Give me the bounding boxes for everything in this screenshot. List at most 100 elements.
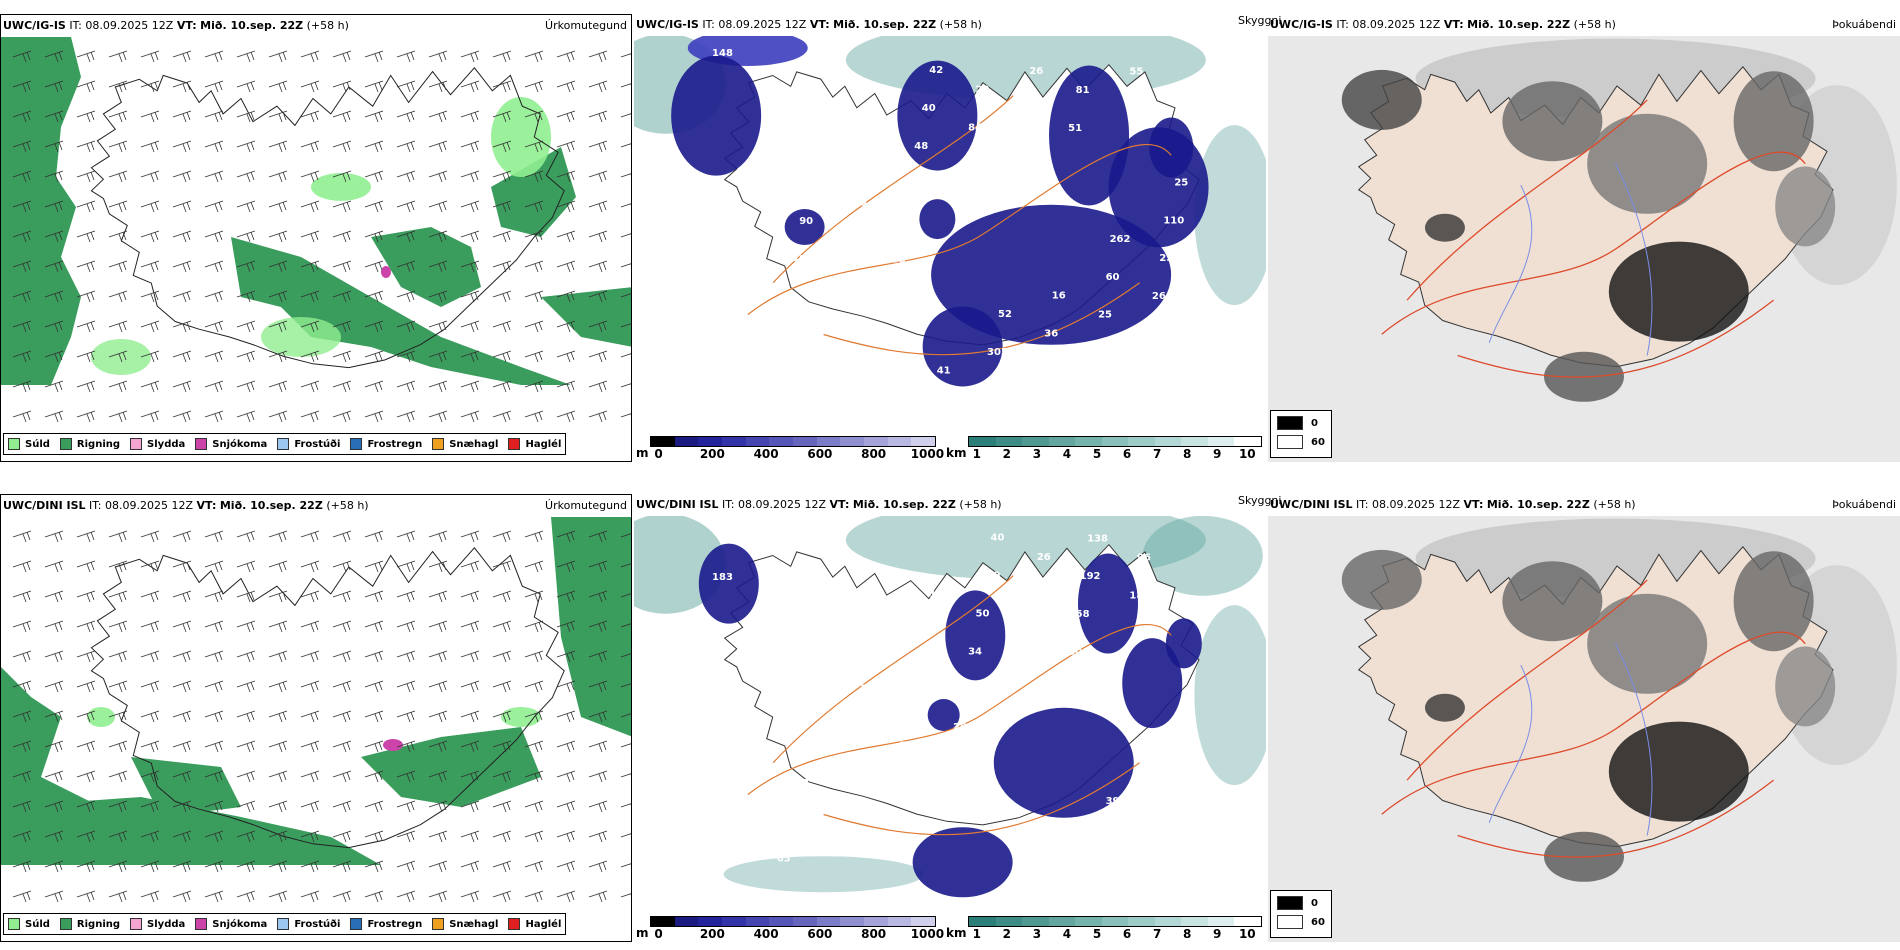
legend-swatch [432, 918, 445, 930]
road-network [747, 575, 1172, 836]
cloud-map: 183 78 60 63 28 18 60 73 69 57 58 68 75 96 128 95 145 221… [634, 516, 1266, 914]
legend-label: 0 [1311, 417, 1318, 429]
cloud-base-value: 26 [1029, 66, 1043, 77]
colorbar-tick: 3 [1032, 447, 1042, 461]
legend-swatch [508, 438, 521, 450]
visibility-top-label: Skyggni [1238, 494, 1282, 507]
cloud-base-value: 42 [953, 198, 967, 209]
panel-header: UWC/DINI ISL IT: 08.09.2025 12Z VT: Mið.… [1268, 494, 1900, 516]
fog-index-area [1587, 593, 1708, 694]
legend-label: Slydda [147, 438, 186, 450]
colorbar-step [722, 917, 746, 926]
cloud-base-value: 305 [987, 347, 1008, 358]
colorbar-step [1154, 917, 1182, 926]
drizzle-area [501, 707, 541, 727]
colorbar-step [1048, 917, 1076, 926]
colorbar-tick: 5 [1092, 447, 1102, 461]
colorbar-tick: 400 [753, 447, 779, 461]
fog-legend-row: 0 [1271, 411, 1331, 430]
visibility-unit: km [946, 926, 967, 940]
cloud-base-value: 68 [892, 255, 906, 266]
precip-legend: Súld Rigning Slydda Snjókoma Frostúði Frostre… [3, 913, 567, 935]
cloud-base-value: 93 [914, 665, 928, 676]
cloud-base-value: 60 [1068, 647, 1082, 658]
legend-swatch [59, 918, 72, 930]
model-name: UWC/DINI ISL [636, 498, 719, 511]
cloud-base-value: 145 [727, 834, 748, 845]
colorbar-step [674, 437, 699, 446]
colorbar-step [698, 917, 723, 926]
panel-title: Úrkomutegund [545, 499, 627, 512]
legend-swatch [130, 918, 143, 930]
cloud-base-value: 16 [1052, 290, 1066, 301]
it-label: IT: [1356, 498, 1369, 511]
fog-legend-row: 60 [1271, 430, 1331, 449]
colorbar-tick: 8 [1183, 927, 1192, 941]
fog-map-svg [1268, 516, 1900, 942]
panel-title: Þokuábendi [1832, 498, 1896, 511]
cloud-base-value: 48 [914, 141, 928, 152]
cloud-base-value: 73 [1014, 666, 1028, 677]
colorbar-step [816, 437, 841, 446]
model-name: UWC/IG-IS [636, 18, 699, 31]
fog-index-area [1608, 241, 1749, 342]
cloud-base-value: 39 [1137, 367, 1151, 378]
legend-label: Slydda [147, 918, 186, 930]
colorbar-step [1022, 917, 1049, 926]
fog-legend-row: 0 [1271, 891, 1331, 910]
cloud-base-value: 27 [1083, 386, 1097, 397]
colorbar-tick: 0 [654, 927, 663, 941]
legend-swatch [277, 438, 290, 450]
colorbar-tick: 200 [699, 927, 725, 941]
colorbar-tick: 600 [807, 447, 833, 461]
colorbar-step [969, 437, 996, 446]
cloud-map-svg: 148 68 51 64 42 55 47 71 64 54 81 36 62 39 43 40 43 55 27 4… [634, 36, 1266, 397]
cloud-base-value: 53 [1144, 329, 1158, 340]
cloud-base-value: 23 [983, 385, 997, 396]
colorbar-step [887, 917, 912, 926]
cloud-base-value: 183 [712, 572, 733, 583]
low-visibility-area [1194, 605, 1266, 786]
model-name: UWC/DINI ISL [1270, 498, 1353, 511]
it-label: IT: [69, 19, 82, 32]
cloud-base-area [922, 306, 1003, 387]
colorbar-step [1181, 437, 1208, 446]
colorbar-step [911, 437, 936, 446]
cloud-base-value: 47 [1029, 590, 1043, 601]
legend-label: Súld [25, 438, 50, 450]
colorbar-step [1234, 437, 1262, 446]
rain-area [131, 757, 241, 817]
cloud-base-area [912, 827, 1013, 898]
colorbar-tick: 1 [972, 447, 981, 461]
cloud-base-value: 40 [991, 533, 1005, 544]
cloud-base-value: 58 [1098, 834, 1112, 845]
cloud-base-area [698, 543, 759, 624]
cloud-base-value: 87 [753, 721, 767, 732]
vt-value: Mið. 10.sep. 22Z [833, 18, 937, 31]
legend-swatch [1277, 915, 1303, 929]
vt-label: VT: [809, 18, 830, 31]
cloud-base-value: 64 [777, 330, 791, 341]
colorbar-step [840, 917, 865, 926]
colorbar-tick: 10 [1238, 927, 1256, 941]
colorbar-tick: 0 [654, 447, 663, 461]
cloud-base-area [945, 590, 1006, 681]
wind-barbs [12, 50, 631, 423]
legend-swatch [432, 438, 445, 450]
legend-item: Snjókoma [195, 438, 267, 450]
colorbar-step [651, 917, 675, 926]
cloud-base-value: 54 [899, 217, 913, 228]
it-label: IT: [702, 18, 715, 31]
cloud-base-value: 90 [799, 216, 813, 227]
cloud-base-value: 81 [1076, 85, 1090, 96]
legend-label: 60 [1311, 436, 1325, 448]
panel-header: UWC/DINI ISL IT: 08.09.2025 12Z VT: Mið.… [1, 495, 631, 517]
colorbar-step [722, 437, 746, 446]
legend-label: Snæhagl [449, 918, 499, 930]
legend-swatch [350, 918, 363, 930]
snow-area [381, 266, 391, 278]
river-network [1488, 643, 1653, 836]
visibility-colorbar-strip [968, 916, 1262, 927]
drizzle-area [261, 317, 341, 357]
fog-index-panel: Skyggni UWC/IG-IS IT: 08.09.2025 12Z VT:… [1238, 14, 1900, 462]
